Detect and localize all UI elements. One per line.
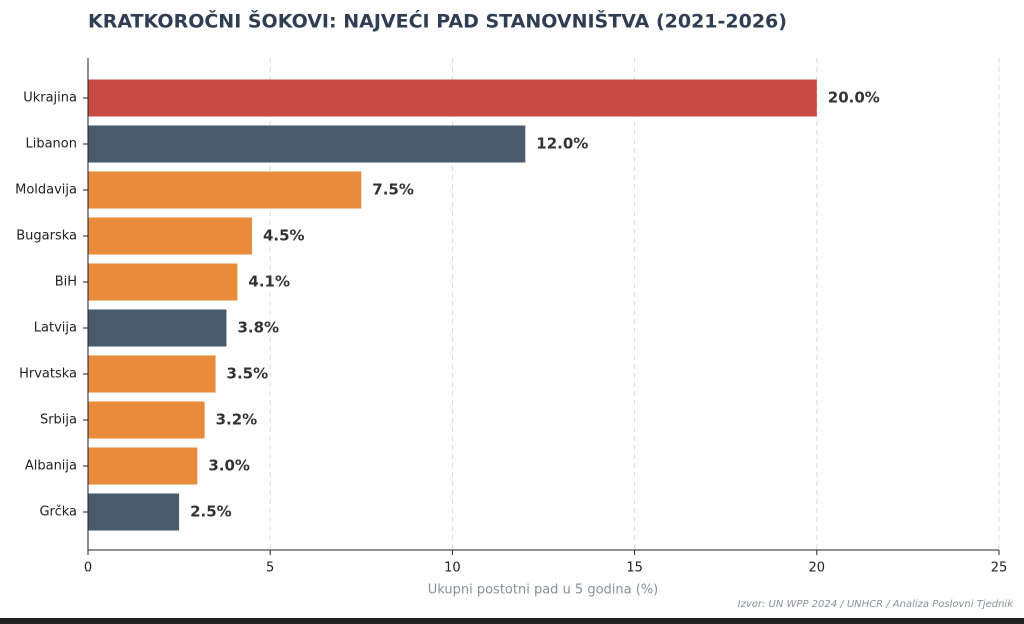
y-tick-label: Libanon (25, 137, 77, 152)
x-tick-label: 25 (991, 561, 1008, 576)
x-tick-label: 5 (266, 561, 274, 576)
y-tick-label: Srbija (40, 413, 77, 428)
bar (88, 493, 180, 531)
bar (88, 309, 227, 347)
chart-title: KRATKOROČNI ŠOKOVI: NAJVEĆI PAD STANOVNI… (88, 9, 787, 33)
bar (88, 355, 216, 393)
bar (88, 171, 362, 209)
value-label: 3.2% (216, 411, 258, 429)
y-tick-label: Albanija (25, 459, 77, 474)
y-tick-label: Ukrajina (23, 91, 77, 106)
bar (88, 125, 526, 163)
y-tick-label: Hrvatska (19, 367, 77, 382)
x-axis-label: Ukupni postotni pad u 5 godina (%) (428, 583, 659, 598)
bar (88, 401, 205, 439)
x-tick-label: 10 (444, 561, 461, 576)
x-tick-label: 20 (809, 561, 826, 576)
y-tick-label: Grčka (39, 505, 77, 520)
value-label: 12.0% (536, 135, 588, 153)
value-label: 3.5% (227, 365, 269, 383)
bar (88, 79, 817, 117)
bar (88, 263, 238, 301)
y-tick-label: Latvija (34, 321, 77, 336)
y-tick-label: BiH (55, 275, 77, 290)
bar (88, 447, 198, 485)
bar (88, 217, 252, 255)
bottom-strip (0, 618, 1024, 624)
x-tick-label: 0 (84, 561, 92, 576)
value-label: 20.0% (828, 89, 880, 107)
y-tick-label: Moldavija (15, 183, 77, 198)
value-label: 7.5% (372, 181, 414, 199)
value-label: 2.5% (190, 503, 232, 521)
value-label: 4.1% (248, 273, 290, 291)
source-note: Izvor: UN WPP 2024 / UNHCR / Analiza Pos… (738, 599, 1015, 610)
value-label: 3.8% (237, 319, 279, 337)
x-tick-label: 15 (626, 561, 643, 576)
y-tick-label: Bugarska (16, 229, 77, 244)
value-label: 3.0% (208, 457, 250, 475)
value-label: 4.5% (263, 227, 305, 245)
